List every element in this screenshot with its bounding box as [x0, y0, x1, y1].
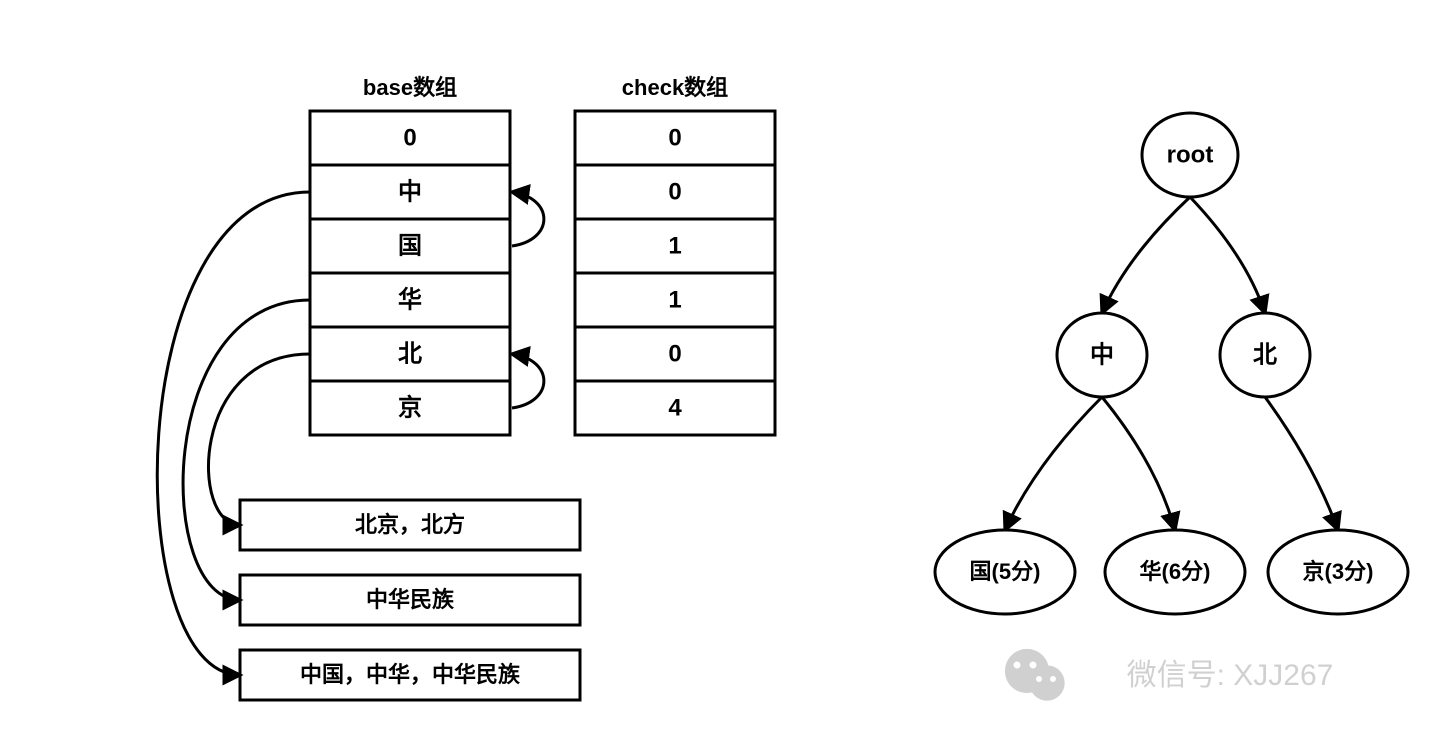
check-array-cell: 1 — [668, 232, 681, 259]
result-label: 北京，北方 — [355, 512, 465, 537]
watermark-text: 微信号: XJJ267 — [1127, 659, 1334, 692]
check-array-cell: 4 — [668, 394, 682, 421]
base-array-cell: 国 — [398, 232, 422, 259]
inner-arrow — [512, 354, 544, 408]
tree-node-label: 北 — [1253, 341, 1277, 368]
result-label: 中国，中华，中华民族 — [300, 662, 521, 687]
tree-edge — [1102, 397, 1175, 530]
check-array-cell: 0 — [668, 124, 681, 151]
inner-arrow — [512, 192, 544, 246]
base-array-cell: 中 — [398, 178, 422, 205]
tree-node-label: 国(5分) — [970, 559, 1041, 584]
base-array-cell: 北 — [398, 340, 422, 367]
link-arrow — [183, 300, 310, 600]
tree-node-label: root — [1167, 141, 1214, 168]
result-label: 中华民族 — [366, 587, 455, 612]
watermark: 微信号: XJJ267 — [1005, 649, 1333, 701]
tree-edge — [1190, 197, 1265, 313]
base-array-cell: 0 — [403, 124, 416, 151]
check-array-cell: 1 — [668, 286, 681, 313]
tree-node-label: 华(6分) — [1140, 559, 1211, 584]
tree-edge — [1102, 197, 1190, 313]
tree-edge — [1005, 397, 1102, 530]
base-array-header: base数组 — [363, 75, 457, 100]
check-array-header: check数组 — [622, 75, 728, 100]
check-array-cell: 0 — [668, 340, 681, 367]
tree-edge — [1265, 397, 1338, 530]
tree-node-label: 中 — [1090, 341, 1114, 368]
base-array-cell: 京 — [398, 393, 422, 421]
tree-node-label: 京(3分) — [1303, 559, 1374, 584]
check-array-cell: 0 — [668, 178, 681, 205]
base-array-cell: 华 — [398, 285, 422, 313]
